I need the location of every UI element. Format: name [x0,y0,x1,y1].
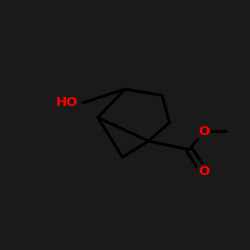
Text: HO: HO [56,96,78,109]
Text: O: O [198,125,210,138]
Text: O: O [198,166,210,178]
